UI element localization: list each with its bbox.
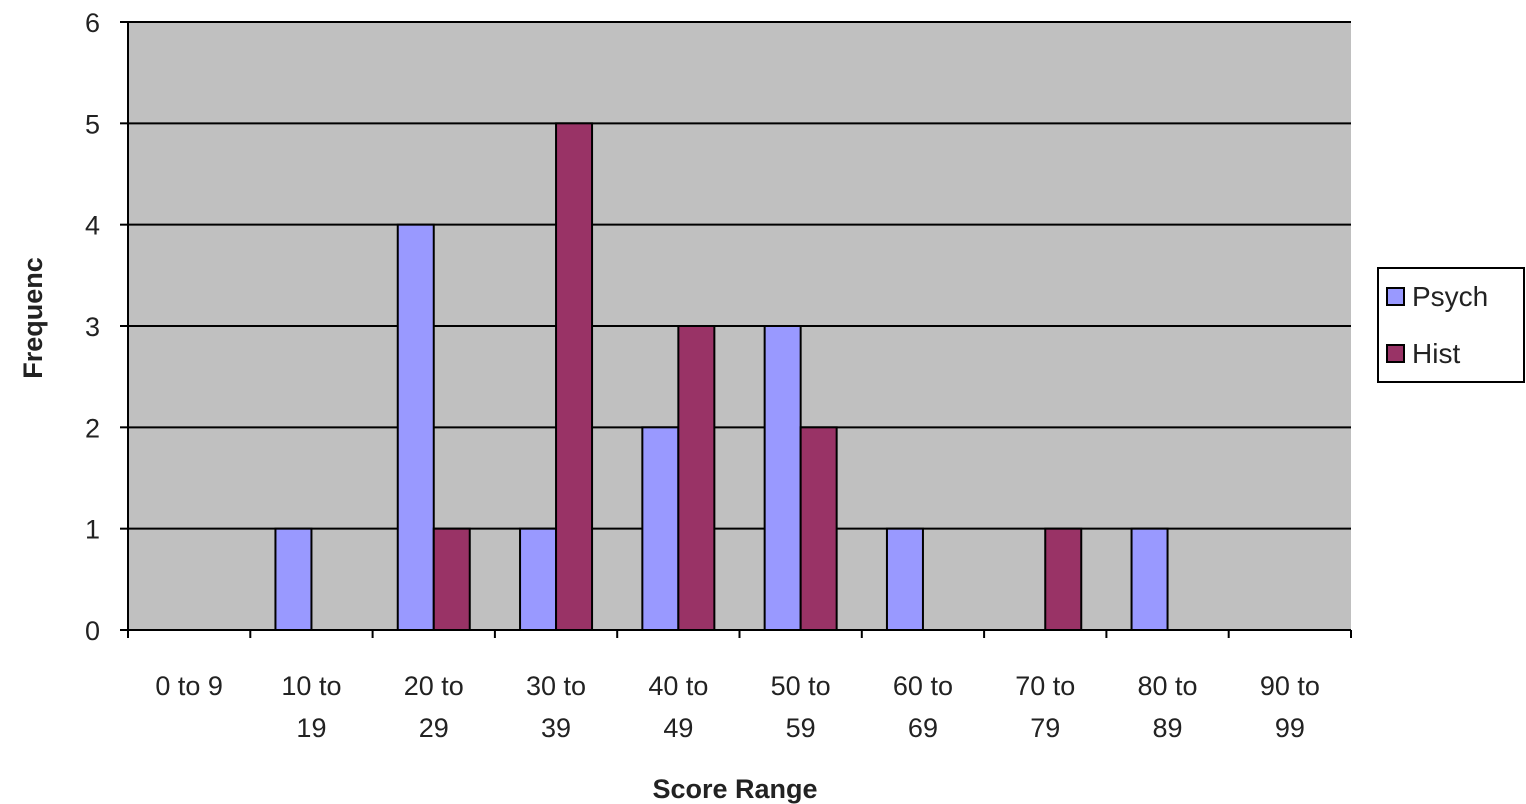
bar-psych-5 [763, 325, 802, 631]
legend-label-hist: Hist [1412, 338, 1460, 369]
bar-psych-4 [641, 426, 680, 632]
x-axis-title: Score Range [652, 774, 817, 804]
x-tick-label: 60 to [893, 671, 953, 701]
bar-hist-3 [555, 122, 594, 631]
y-tick-label: 6 [85, 8, 100, 38]
x-tick-label: 89 [1153, 713, 1183, 743]
bar-hist-4 [677, 325, 716, 631]
x-tick-label: 29 [419, 713, 449, 743]
legend-swatch-psych [1386, 287, 1405, 306]
legend-label-psych: Psych [1412, 281, 1488, 312]
x-tick-label: 19 [296, 713, 326, 743]
x-tick-label: 80 to [1138, 671, 1198, 701]
x-tick-labels: 0 to 9 10 to 19 20 to 29 30 to 39 40 to 49 50 to 5… [155, 671, 1320, 743]
gridlines [128, 21, 1351, 530]
bar-psych-8 [1130, 527, 1169, 632]
x-tick-label: 10 to [281, 671, 341, 701]
y-tick-label: 5 [85, 109, 100, 139]
y-tick-label: 3 [85, 312, 100, 342]
y-tick-label: 4 [85, 211, 100, 241]
y-tick-labels: 0 1 2 3 4 5 6 [85, 8, 100, 646]
x-tick-label: 0 to 9 [155, 671, 223, 701]
x-tick-label: 90 to [1260, 671, 1320, 701]
bar-psych-6 [885, 527, 924, 632]
x-tick-label: 30 to [526, 671, 586, 701]
legend: Psych Hist [1377, 267, 1525, 383]
y-axis-title: Frequenc [18, 257, 48, 379]
x-tick-label: 99 [1275, 713, 1305, 743]
axes [120, 21, 1352, 638]
y-tick-label: 2 [85, 413, 100, 443]
bar-psych-2 [396, 223, 435, 632]
x-tick-label: 70 to [1015, 671, 1075, 701]
y-tick-label: 0 [85, 616, 100, 646]
bars [274, 122, 1169, 632]
bar-hist-7 [1044, 527, 1083, 632]
x-tick-label: 59 [786, 713, 816, 743]
y-tick-label: 1 [85, 515, 100, 545]
x-tick-label: 49 [663, 713, 693, 743]
x-tick-label: 20 to [404, 671, 464, 701]
x-tick-label: 79 [1030, 713, 1060, 743]
bar-psych-1 [274, 527, 313, 632]
x-tick-label: 40 to [648, 671, 708, 701]
bar-hist-2 [432, 527, 471, 632]
bar-hist-5 [799, 426, 838, 632]
x-tick-label: 69 [908, 713, 938, 743]
x-tick-label: 50 to [771, 671, 831, 701]
bar-psych-3 [519, 527, 558, 632]
x-tick-label: 39 [541, 713, 571, 743]
legend-swatch-hist [1386, 344, 1405, 363]
